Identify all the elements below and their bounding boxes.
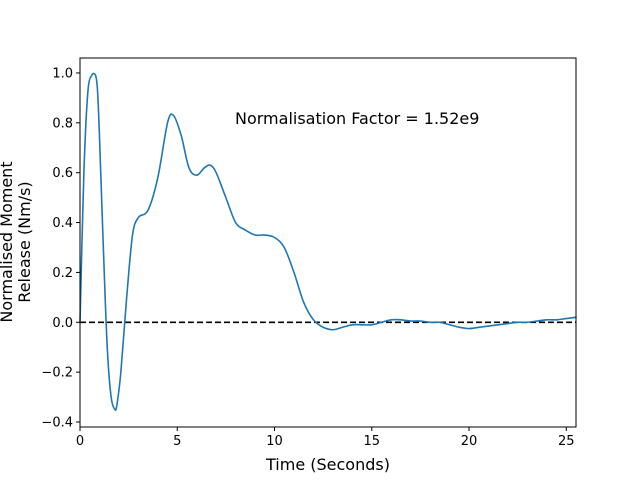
- x-tick-label: 5: [173, 434, 181, 449]
- y-tick-label: 1.0: [52, 66, 73, 81]
- y-tick-label: 0.0: [52, 316, 73, 331]
- axes-frame: [79, 57, 577, 428]
- x-tick-label: 15: [363, 434, 380, 449]
- y-axis-label-line-1: Normalised Moment: [0, 161, 16, 322]
- x-tick-label: 25: [558, 434, 575, 449]
- y-axis-label-line-2: Release (Nm/s): [15, 181, 34, 302]
- series-line-0: [79, 72, 577, 411]
- x-tick-label: 20: [461, 434, 478, 449]
- x-tick-label: 10: [266, 434, 283, 449]
- y-tick-label: −0.4: [41, 416, 73, 431]
- axis-ticks: 0 5 10 15 20 25 −0.4 −0.2 0.0 0.2 0.4 0.6 0.8 1.0: [41, 66, 574, 449]
- y-tick-label: −0.2: [41, 366, 73, 381]
- y-tick-label: 0.6: [52, 166, 73, 181]
- x-axis-label: Time (Seconds): [265, 455, 390, 474]
- plot-area: [79, 72, 577, 411]
- y-tick-label: 0.4: [52, 216, 73, 231]
- y-axis-label-group: Normalised Moment Release (Nm/s): [0, 161, 34, 322]
- y-tick-label: 0.2: [52, 266, 73, 281]
- x-tick-label: 0: [76, 434, 84, 449]
- y-tick-label: 0.8: [52, 116, 73, 131]
- annotation-text: Normalisation Factor = 1.52e9: [235, 109, 479, 128]
